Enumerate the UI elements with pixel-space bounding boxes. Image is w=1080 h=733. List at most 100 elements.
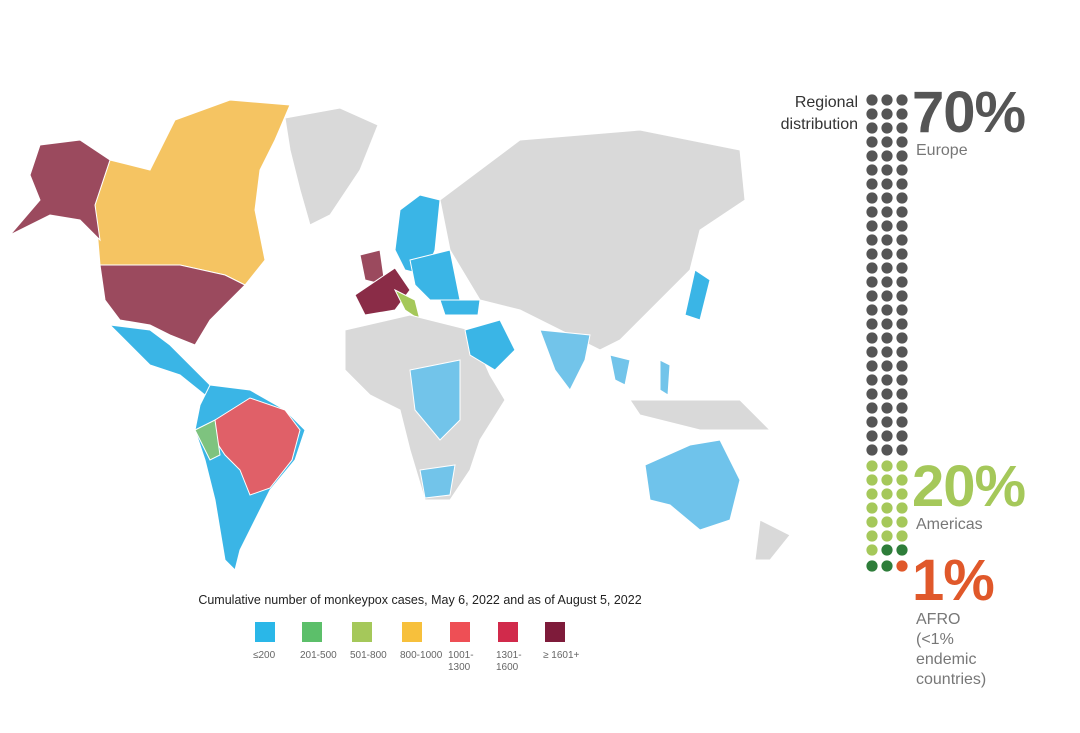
- south-africa: [419, 464, 456, 499]
- dot: [881, 304, 893, 316]
- central-africa: [409, 359, 461, 441]
- legend-label: 800-1000: [400, 650, 443, 661]
- dot: [896, 206, 908, 218]
- dot: [896, 474, 908, 486]
- dot: [866, 234, 878, 246]
- legend-swatch: [255, 622, 275, 642]
- saudi-arabia: [464, 319, 516, 371]
- philippines: [659, 359, 671, 396]
- distribution-title: Regional distribution: [780, 94, 858, 133]
- dot: [866, 388, 878, 400]
- region-note: (<1% endemic countries): [916, 631, 987, 688]
- dot: [881, 276, 893, 288]
- dot: [881, 402, 893, 414]
- dot: [881, 192, 893, 204]
- canada: [94, 99, 291, 286]
- dot: [881, 108, 893, 120]
- dot: [881, 122, 893, 134]
- legend-swatch: [545, 622, 565, 642]
- dot: [866, 346, 878, 358]
- dot: [866, 502, 878, 514]
- legend-title: Cumulative number of monkeypox cases, Ma…: [198, 593, 642, 607]
- dot: [866, 192, 878, 204]
- legend-swatch: [302, 622, 322, 642]
- japan: [684, 269, 711, 321]
- dot: [866, 304, 878, 316]
- dot: [896, 276, 908, 288]
- dot: [896, 262, 908, 274]
- dot: [866, 206, 878, 218]
- india: [539, 329, 591, 391]
- dot: [866, 444, 878, 456]
- dot: [881, 234, 893, 246]
- greenland: [284, 107, 379, 226]
- dot: [896, 108, 908, 120]
- alaska: [9, 139, 111, 242]
- dot: [896, 178, 908, 190]
- dot: [866, 178, 878, 190]
- dot: [881, 94, 893, 106]
- legend-swatches: [255, 622, 565, 642]
- countries: [9, 99, 791, 571]
- dot: [881, 206, 893, 218]
- legend-swatch: [402, 622, 422, 642]
- dot: [881, 248, 893, 260]
- dot: [896, 192, 908, 204]
- dot: [896, 544, 908, 556]
- dot: [866, 360, 878, 372]
- dot: [866, 94, 878, 106]
- dot: [881, 488, 893, 500]
- dot: [896, 220, 908, 232]
- dot: [896, 374, 908, 386]
- dot: [881, 388, 893, 400]
- dot: [866, 164, 878, 176]
- region-percent: 1%: [912, 548, 995, 613]
- dot: [881, 560, 893, 572]
- dot: [896, 318, 908, 330]
- dot: [881, 332, 893, 344]
- peru: [194, 419, 221, 461]
- dot: [866, 560, 878, 572]
- dot: [896, 560, 908, 572]
- dot: [866, 460, 878, 472]
- dot: [866, 474, 878, 486]
- dot: [881, 150, 893, 162]
- legend-label: 501-800: [350, 650, 387, 661]
- region-name: Europe: [916, 142, 968, 159]
- dot: [896, 502, 908, 514]
- dot: [881, 318, 893, 330]
- dot: [881, 474, 893, 486]
- dot: [866, 374, 878, 386]
- dot: [896, 530, 908, 542]
- legend-label: 1301-1600: [496, 650, 522, 673]
- new-zealand: [754, 519, 791, 561]
- dot: [881, 416, 893, 428]
- dot: [896, 416, 908, 428]
- dot: [896, 430, 908, 442]
- dot: [881, 262, 893, 274]
- legend-swatch: [450, 622, 470, 642]
- indonesia: [629, 399, 772, 431]
- usa: [99, 264, 246, 346]
- dot: [881, 516, 893, 528]
- legend-label: 201-500: [300, 650, 337, 661]
- dot: [896, 304, 908, 316]
- dot: [896, 164, 908, 176]
- dot: [881, 430, 893, 442]
- russia-asia: [439, 129, 746, 351]
- dot: [881, 460, 893, 472]
- dot: [896, 460, 908, 472]
- dot: [866, 488, 878, 500]
- dot: [881, 178, 893, 190]
- dot: [896, 94, 908, 106]
- dot: [881, 346, 893, 358]
- legend-label: ≥ 1601+: [543, 650, 580, 661]
- dot: [896, 150, 908, 162]
- dot: [881, 502, 893, 514]
- dot: [866, 402, 878, 414]
- dot: [866, 276, 878, 288]
- dot: [866, 530, 878, 542]
- legend-swatch: [352, 622, 372, 642]
- dot: [896, 488, 908, 500]
